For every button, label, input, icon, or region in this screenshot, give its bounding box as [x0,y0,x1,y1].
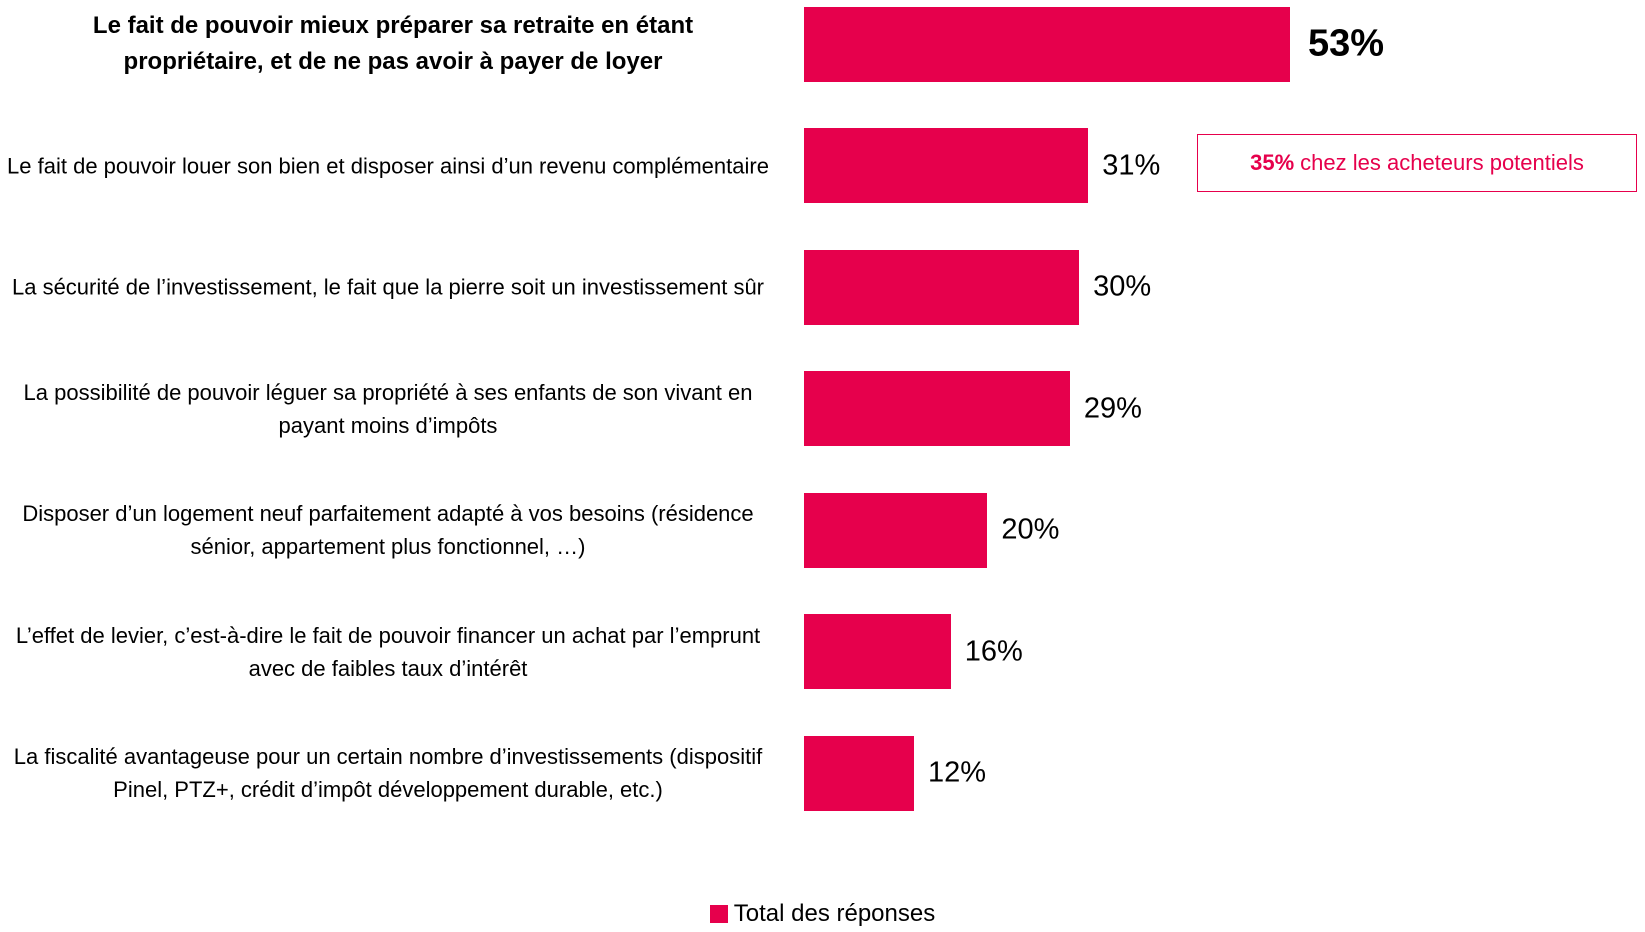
category-label: La fiscalité avantageuse pour un certain… [13,744,763,802]
legend: Total des réponses [0,900,1645,928]
value-label: 29% [1083,392,1142,424]
category-label: La possibilité de pouvoir léguer sa prop… [23,379,753,438]
legend-label: Total des réponses [733,900,936,927]
category-label: Disposer d’un logement neuf parfaitement… [22,501,754,559]
category-label: L’effet de levier, c’est-à-dire le fait … [15,622,761,681]
bar [804,735,915,811]
bar [804,492,988,568]
annotation-text: chez les acheteurs potentiels [1300,150,1584,175]
bar [804,128,1089,203]
value-label: 30% [1093,270,1152,303]
value-label: 20% [1001,513,1060,546]
value-label: 16% [964,635,1023,667]
value-label: 31% [1102,149,1161,181]
value-label: 53% [1308,22,1385,65]
bar [804,371,1070,446]
category-label: La sécurité de l’investissement, le fait… [11,274,765,300]
category-label: Le fait de pouvoir mieux préparer sa ret… [92,12,694,75]
bar [804,614,951,689]
annotation: 35% chez les acheteurs potentiels [1197,134,1637,192]
value-label: 12% [928,756,987,789]
bar [804,249,1080,325]
bar [804,6,1290,82]
legend-swatch [709,905,728,923]
annotation-bold: 35% [1250,150,1295,175]
category-label: Le fait de pouvoir louer son bien et dis… [7,153,769,178]
